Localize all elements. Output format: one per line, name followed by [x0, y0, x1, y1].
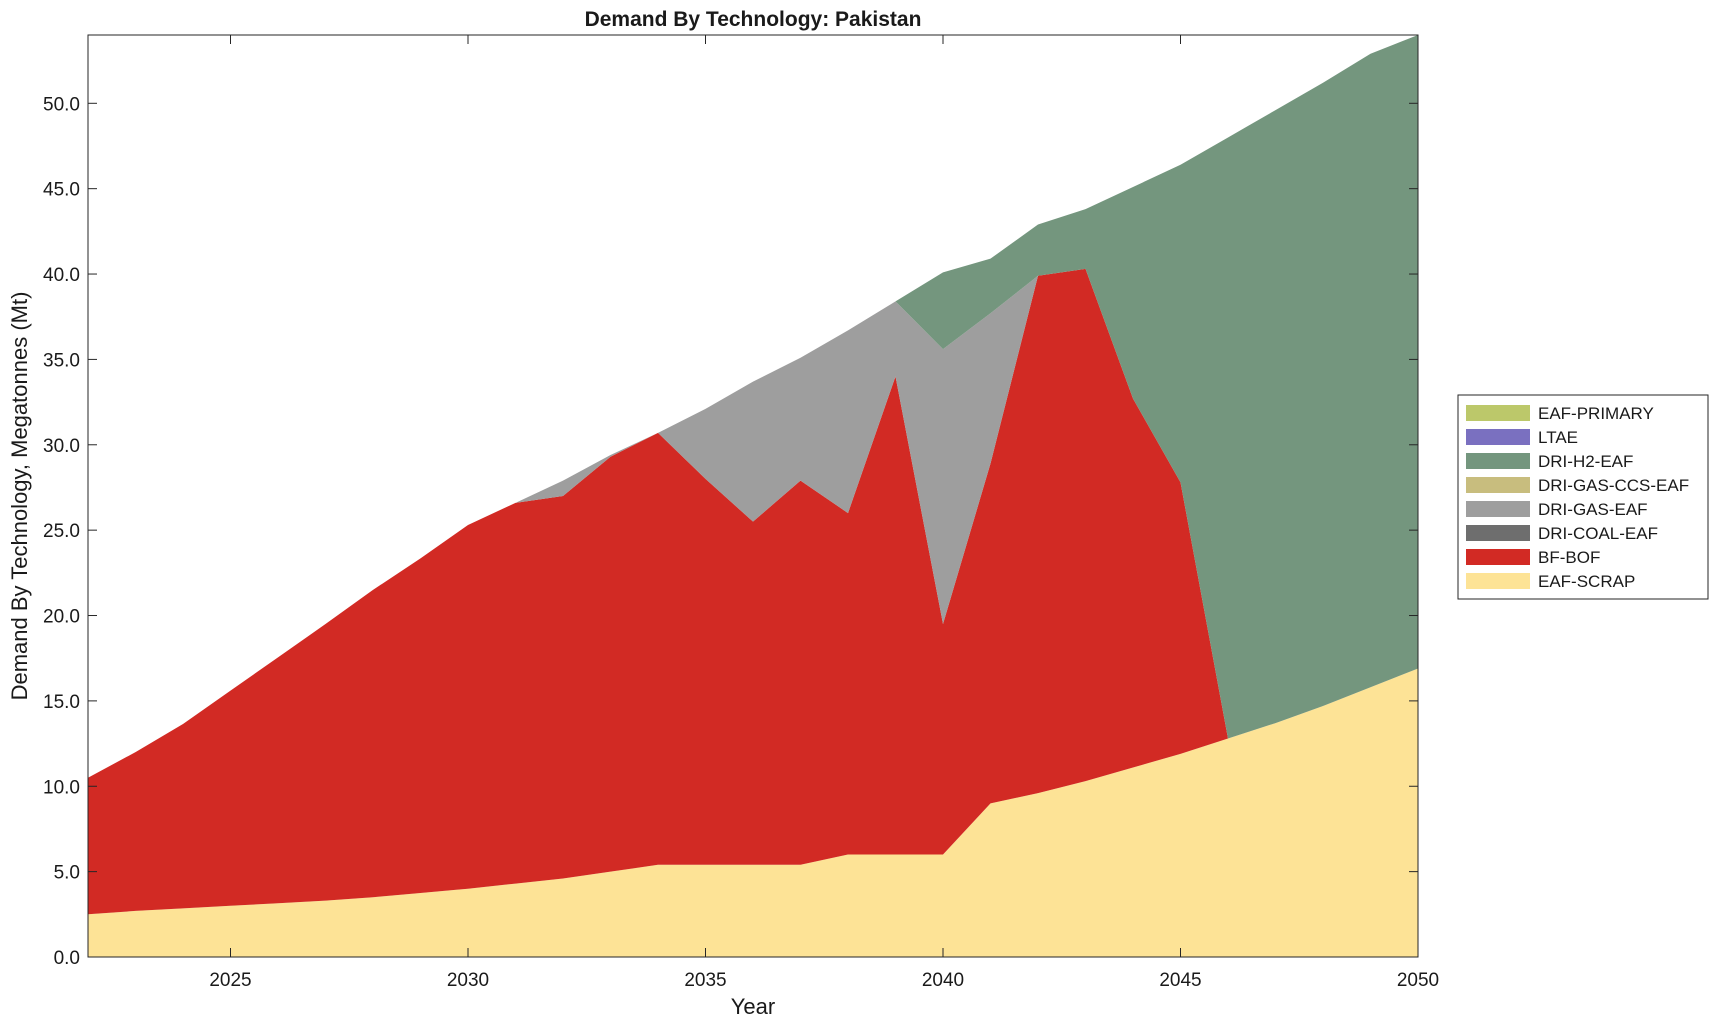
- y-tick-label: 10.0: [43, 777, 80, 798]
- y-tick-label: 50.0: [43, 94, 80, 115]
- legend-swatch: [1466, 501, 1530, 517]
- legend-swatch: [1466, 429, 1530, 445]
- legend: EAF-PRIMARY LTAE DRI-H2-EAF DRI-GAS-CCS-EAF…: [1457, 394, 1709, 600]
- legend-label: DRI-GAS-CCS-EAF: [1538, 476, 1689, 495]
- legend-label: DRI-GAS-EAF: [1538, 500, 1648, 519]
- legend-swatch: [1466, 525, 1530, 541]
- y-tick-label: 5.0: [54, 863, 80, 884]
- y-tick-label: 25.0: [43, 521, 80, 542]
- y-tick-label: 20.0: [43, 607, 80, 628]
- legend-label: EAF-SCRAP: [1538, 572, 1635, 591]
- y-tick-label: 0.0: [54, 948, 80, 969]
- y-tick-label: 35.0: [43, 350, 80, 371]
- legend-swatch: [1466, 573, 1530, 589]
- x-tick-label: 2035: [684, 970, 726, 991]
- y-tick-label: 30.0: [43, 436, 80, 457]
- chart-title: Demand By Technology: Pakistan: [585, 8, 922, 31]
- x-tick-label: 2045: [1159, 970, 1201, 991]
- x-axis-label: Year: [731, 994, 775, 1019]
- legend-label: DRI-COAL-EAF: [1538, 524, 1658, 543]
- series-areas: [88, 35, 1418, 957]
- y-axis-label: Demand By Technology, Megatonnes (Mt): [7, 292, 32, 701]
- y-tick-label: 40.0: [43, 265, 80, 286]
- legend-label: EAF-PRIMARY: [1538, 404, 1654, 423]
- plot-frame: [87, 34, 1419, 958]
- area-eaf-scrap: [88, 668, 1418, 957]
- y-tick-label: 15.0: [43, 692, 80, 713]
- legend-label: LTAE: [1538, 428, 1578, 447]
- y-tick-label: 45.0: [43, 180, 80, 201]
- x-tick-label: 2030: [447, 970, 489, 991]
- legend-swatch: [1466, 453, 1530, 469]
- legend-label: BF-BOF: [1538, 548, 1600, 567]
- x-tick-label: 2040: [922, 970, 964, 991]
- legend-swatch: [1466, 477, 1530, 493]
- axis-ticks: 2025 2030 2035 2040 2045 2050 0.0 5.0 10.0 15.0 20…: [43, 35, 1439, 991]
- legend-swatch: [1466, 549, 1530, 565]
- legend-label: DRI-H2-EAF: [1538, 452, 1633, 471]
- x-tick-label: 2025: [209, 970, 251, 991]
- area-dri-h2-eaf: [88, 35, 1418, 778]
- legend-box: [1457, 394, 1709, 600]
- legend-swatch: [1466, 405, 1530, 421]
- x-tick-label: 2050: [1397, 970, 1439, 991]
- area-bf-bof: [88, 268, 1418, 915]
